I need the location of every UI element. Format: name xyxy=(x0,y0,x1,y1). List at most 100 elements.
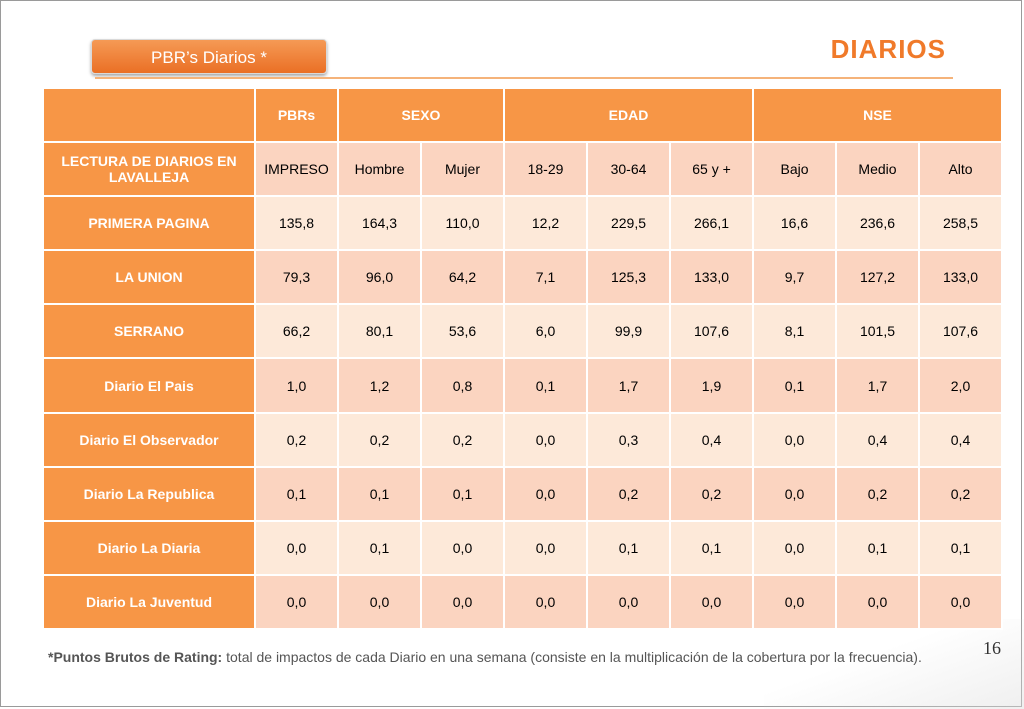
table-cell: 101,5 xyxy=(835,303,920,360)
table-cell: 99,9 xyxy=(586,303,671,360)
ratings-table: PBRs SEXO EDAD NSE LECTURA DE DIARIOS EN… xyxy=(42,86,1003,631)
table-row: LA UNION 79,3 96,0 64,2 7,1 125,3 133,0 9,7 127,… xyxy=(42,249,1003,306)
header-nse: NSE xyxy=(752,86,1003,144)
table-cell: 0,0 xyxy=(420,573,505,631)
table-cell: 135,8 xyxy=(254,195,339,252)
table-cell: 0,0 xyxy=(503,573,588,631)
table-cell: 66,2 xyxy=(254,303,339,360)
page-title: DIARIOS xyxy=(830,34,946,64)
table-cell: 64,2 xyxy=(420,249,505,306)
table-cell: 7,1 xyxy=(503,249,588,306)
table-row: Diario La Diaria 0,0 0,1 0,0 0,0 0,1 0,1 0,0 0,1… xyxy=(42,519,1003,576)
table-cell: 0,3 xyxy=(586,411,671,468)
table-cell: 0,1 xyxy=(835,519,920,576)
table-cell: 0,0 xyxy=(337,573,422,631)
table-cell: 1,9 xyxy=(669,357,754,414)
table-cell: 9,7 xyxy=(752,249,837,306)
table-cell: 96,0 xyxy=(337,249,422,306)
table-cell: 0,0 xyxy=(254,573,339,631)
table-cell: 0,0 xyxy=(503,465,588,522)
group-header-row: PBRs SEXO EDAD NSE xyxy=(42,86,1003,144)
sub-header-row: LECTURA DE DIARIOS EN LAVALLEJA IMPRESO … xyxy=(42,141,1003,198)
table-cell: 0,0 xyxy=(586,573,671,631)
table-row: Diario La Juventud 0,0 0,0 0,0 0,0 0,0 0,0 0,0 0… xyxy=(42,573,1003,631)
sub-header-cell: Alto xyxy=(918,141,1003,198)
table-row: Diario El Observador 0,2 0,2 0,2 0,0 0,3 0,4 0,… xyxy=(42,411,1003,468)
row-label: PRIMERA PAGINA xyxy=(42,195,256,252)
table-row: SERRANO 66,2 80,1 53,6 6,0 99,9 107,6 8,1 101,5 1… xyxy=(42,303,1003,360)
sub-header-cell: Mujer xyxy=(420,141,505,198)
table-cell: 0,1 xyxy=(337,519,422,576)
table-cell: 133,0 xyxy=(669,249,754,306)
table-cell: 0,0 xyxy=(752,465,837,522)
table-cell: 53,6 xyxy=(420,303,505,360)
table-cell: 1,0 xyxy=(254,357,339,414)
table-cell: 107,6 xyxy=(918,303,1003,360)
sub-header-cell: Medio xyxy=(835,141,920,198)
table-cell: 0,1 xyxy=(918,519,1003,576)
section-badge: PBR’s Diarios * xyxy=(91,39,327,74)
table-cell: 6,0 xyxy=(503,303,588,360)
row-label: SERRANO xyxy=(42,303,256,360)
table-cell: 0,1 xyxy=(669,519,754,576)
table-cell: 133,0 xyxy=(918,249,1003,306)
row-label: Diario La Republica xyxy=(42,465,256,522)
table-cell: 0,4 xyxy=(918,411,1003,468)
table-cell: 0,4 xyxy=(669,411,754,468)
row-label: Diario El Pais xyxy=(42,357,256,414)
table-cell: 0,1 xyxy=(337,465,422,522)
corner-shade xyxy=(764,619,1024,709)
table-cell: 1,2 xyxy=(337,357,422,414)
table-cell: 0,0 xyxy=(752,519,837,576)
footnote: *Puntos Brutos de Rating: total de impac… xyxy=(48,648,968,667)
table-cell: 0,4 xyxy=(835,411,920,468)
header-sexo: SEXO xyxy=(337,86,505,144)
table-cell: 0,2 xyxy=(669,465,754,522)
row-label: Diario El Observador xyxy=(42,411,256,468)
page-number: 16 xyxy=(983,638,1001,658)
table-cell: 0,2 xyxy=(337,411,422,468)
table-cell: 258,5 xyxy=(918,195,1003,252)
table-cell: 125,3 xyxy=(586,249,671,306)
table-cell: 0,1 xyxy=(503,357,588,414)
table-cell: 0,8 xyxy=(420,357,505,414)
table-cell: 12,2 xyxy=(503,195,588,252)
header-pbrs: PBRs xyxy=(254,86,339,144)
table-cell: 127,2 xyxy=(835,249,920,306)
table-cell: 2,0 xyxy=(918,357,1003,414)
sub-header-cell: IMPRESO xyxy=(254,141,339,198)
table-cell: 0,0 xyxy=(669,573,754,631)
table-cell: 0,2 xyxy=(835,465,920,522)
table-cell: 0,0 xyxy=(254,519,339,576)
table-row: PRIMERA PAGINA 135,8 164,3 110,0 12,2 229,5 26… xyxy=(42,195,1003,252)
table-cell: 0,2 xyxy=(918,465,1003,522)
table-cell: 110,0 xyxy=(420,195,505,252)
table-cell: 0,2 xyxy=(420,411,505,468)
table-cell: 0,1 xyxy=(420,465,505,522)
table-cell: 107,6 xyxy=(669,303,754,360)
sub-header-cell: Bajo xyxy=(752,141,837,198)
table-cell: 0,1 xyxy=(586,519,671,576)
table-cell: 1,7 xyxy=(586,357,671,414)
table-cell: 0,0 xyxy=(503,411,588,468)
table-cell: 16,6 xyxy=(752,195,837,252)
table-cell: 8,1 xyxy=(752,303,837,360)
table-cell: 0,0 xyxy=(835,573,920,631)
header-edad: EDAD xyxy=(503,86,754,144)
table-cell: 236,6 xyxy=(835,195,920,252)
table-cell: 0,0 xyxy=(503,519,588,576)
title-divider xyxy=(95,77,953,79)
table-cell: 0,0 xyxy=(752,573,837,631)
table-row: Diario El Pais 1,0 1,2 0,8 0,1 1,7 1,9 0,1 1,7 2,… xyxy=(42,357,1003,414)
table-cell: 0,2 xyxy=(254,411,339,468)
row-label-header: LECTURA DE DIARIOS EN LAVALLEJA xyxy=(42,141,256,198)
table-cell: 164,3 xyxy=(337,195,422,252)
table-cell: 1,7 xyxy=(835,357,920,414)
table-cell: 0,2 xyxy=(586,465,671,522)
table-cell: 0,0 xyxy=(752,411,837,468)
row-label: Diario La Diaria xyxy=(42,519,256,576)
sub-header-cell: Hombre xyxy=(337,141,422,198)
row-label: Diario La Juventud xyxy=(42,573,256,631)
header-empty-cell xyxy=(42,86,256,144)
